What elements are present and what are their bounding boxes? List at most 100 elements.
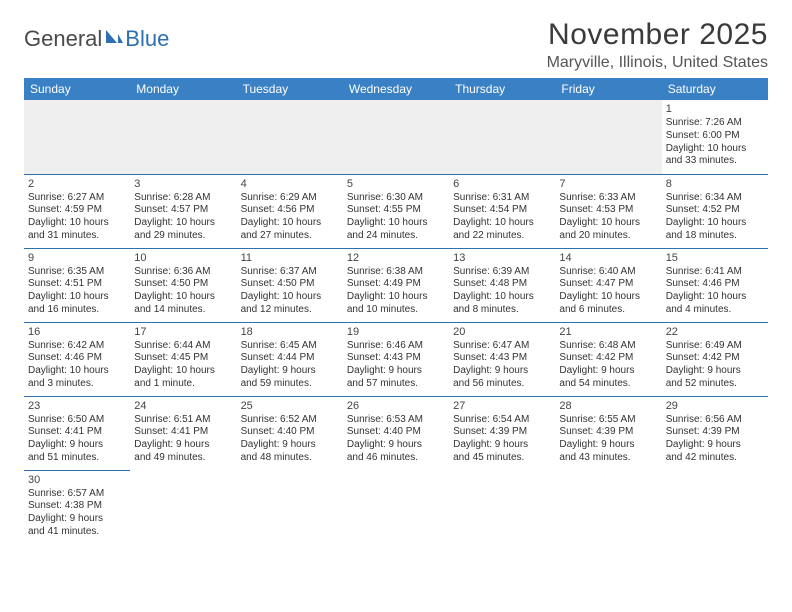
calendar-row: 30Sunrise: 6:57 AMSunset: 4:38 PMDayligh… <box>24 470 768 544</box>
weekday-header: Saturday <box>662 78 768 100</box>
calendar-cell: 12Sunrise: 6:38 AMSunset: 4:49 PMDayligh… <box>343 248 449 322</box>
calendar-cell: 1Sunrise: 7:26 AMSunset: 6:00 PMDaylight… <box>662 100 768 174</box>
calendar-cell: 21Sunrise: 6:48 AMSunset: 4:42 PMDayligh… <box>555 322 661 396</box>
sunset-text: Sunset: 4:39 PM <box>559 426 657 439</box>
daylight-text: and 56 minutes. <box>453 378 551 391</box>
daylight-text: Daylight: 9 hours <box>347 365 445 378</box>
day-number: 5 <box>347 177 445 191</box>
calendar-cell: 30Sunrise: 6:57 AMSunset: 4:38 PMDayligh… <box>24 470 130 544</box>
calendar-cell: 2Sunrise: 6:27 AMSunset: 4:59 PMDaylight… <box>24 174 130 248</box>
daylight-text: and 48 minutes. <box>241 452 339 465</box>
daylight-text: Daylight: 9 hours <box>559 439 657 452</box>
daylight-text: Daylight: 10 hours <box>453 291 551 304</box>
sunrise-text: Sunrise: 6:27 AM <box>28 192 126 205</box>
sunrise-text: Sunrise: 6:47 AM <box>453 340 551 353</box>
daylight-text: Daylight: 10 hours <box>28 291 126 304</box>
calendar-cell <box>449 100 555 174</box>
day-number: 26 <box>347 399 445 413</box>
daylight-text: Daylight: 9 hours <box>347 439 445 452</box>
calendar-cell <box>662 470 768 544</box>
calendar-cell: 11Sunrise: 6:37 AMSunset: 4:50 PMDayligh… <box>237 248 343 322</box>
daylight-text: Daylight: 9 hours <box>666 439 764 452</box>
sunset-text: Sunset: 4:39 PM <box>666 426 764 439</box>
day-number: 16 <box>28 325 126 339</box>
calendar-cell <box>24 100 130 174</box>
calendar-cell: 3Sunrise: 6:28 AMSunset: 4:57 PMDaylight… <box>130 174 236 248</box>
sunset-text: Sunset: 4:49 PM <box>347 278 445 291</box>
daylight-text: and 10 minutes. <box>347 304 445 317</box>
daylight-text: and 1 minute. <box>134 378 232 391</box>
sunset-text: Sunset: 4:56 PM <box>241 204 339 217</box>
sunrise-text: Sunrise: 6:36 AM <box>134 266 232 279</box>
day-number: 1 <box>666 102 764 116</box>
daylight-text: Daylight: 10 hours <box>666 217 764 230</box>
sunrise-text: Sunrise: 6:55 AM <box>559 414 657 427</box>
sunrise-text: Sunrise: 6:37 AM <box>241 266 339 279</box>
sunrise-text: Sunrise: 6:39 AM <box>453 266 551 279</box>
daylight-text: Daylight: 9 hours <box>28 439 126 452</box>
calendar-cell: 6Sunrise: 6:31 AMSunset: 4:54 PMDaylight… <box>449 174 555 248</box>
daylight-text: and 43 minutes. <box>559 452 657 465</box>
weekday-header: Friday <box>555 78 661 100</box>
calendar-cell: 19Sunrise: 6:46 AMSunset: 4:43 PMDayligh… <box>343 322 449 396</box>
day-number: 25 <box>241 399 339 413</box>
calendar-cell: 7Sunrise: 6:33 AMSunset: 4:53 PMDaylight… <box>555 174 661 248</box>
calendar-cell: 15Sunrise: 6:41 AMSunset: 4:46 PMDayligh… <box>662 248 768 322</box>
sunrise-text: Sunrise: 6:57 AM <box>28 488 126 501</box>
sunrise-text: Sunrise: 6:29 AM <box>241 192 339 205</box>
weekday-header: Tuesday <box>237 78 343 100</box>
day-number: 19 <box>347 325 445 339</box>
sunset-text: Sunset: 4:40 PM <box>241 426 339 439</box>
daylight-text: Daylight: 10 hours <box>347 291 445 304</box>
daylight-text: and 8 minutes. <box>453 304 551 317</box>
daylight-text: and 59 minutes. <box>241 378 339 391</box>
daylight-text: Daylight: 10 hours <box>453 217 551 230</box>
sunrise-text: Sunrise: 6:40 AM <box>559 266 657 279</box>
sunset-text: Sunset: 4:46 PM <box>28 352 126 365</box>
daylight-text: and 33 minutes. <box>666 155 764 168</box>
sunrise-text: Sunrise: 6:56 AM <box>666 414 764 427</box>
sunset-text: Sunset: 4:52 PM <box>666 204 764 217</box>
calendar-cell <box>555 100 661 174</box>
sail-icon <box>104 26 124 52</box>
daylight-text: and 41 minutes. <box>28 526 126 539</box>
day-number: 23 <box>28 399 126 413</box>
sunrise-text: Sunrise: 6:48 AM <box>559 340 657 353</box>
daylight-text: Daylight: 9 hours <box>134 439 232 452</box>
calendar-cell: 9Sunrise: 6:35 AMSunset: 4:51 PMDaylight… <box>24 248 130 322</box>
calendar-cell: 17Sunrise: 6:44 AMSunset: 4:45 PMDayligh… <box>130 322 236 396</box>
day-number: 15 <box>666 251 764 265</box>
calendar-cell: 23Sunrise: 6:50 AMSunset: 4:41 PMDayligh… <box>24 396 130 470</box>
sunrise-text: Sunrise: 6:49 AM <box>666 340 764 353</box>
day-number: 18 <box>241 325 339 339</box>
calendar-cell: 27Sunrise: 6:54 AMSunset: 4:39 PMDayligh… <box>449 396 555 470</box>
calendar-cell: 22Sunrise: 6:49 AMSunset: 4:42 PMDayligh… <box>662 322 768 396</box>
sunrise-text: Sunrise: 6:52 AM <box>241 414 339 427</box>
sunrise-text: Sunrise: 6:44 AM <box>134 340 232 353</box>
sunset-text: Sunset: 4:43 PM <box>453 352 551 365</box>
daylight-text: and 42 minutes. <box>666 452 764 465</box>
daylight-text: and 46 minutes. <box>347 452 445 465</box>
calendar-cell: 4Sunrise: 6:29 AMSunset: 4:56 PMDaylight… <box>237 174 343 248</box>
calendar-page: General Blue November 2025 Maryville, Il… <box>0 0 792 554</box>
calendar-row: 9Sunrise: 6:35 AMSunset: 4:51 PMDaylight… <box>24 248 768 322</box>
day-number: 14 <box>559 251 657 265</box>
sunrise-text: Sunrise: 6:50 AM <box>28 414 126 427</box>
day-number: 13 <box>453 251 551 265</box>
sunset-text: Sunset: 4:46 PM <box>666 278 764 291</box>
daylight-text: Daylight: 10 hours <box>28 365 126 378</box>
daylight-text: and 22 minutes. <box>453 230 551 243</box>
daylight-text: and 18 minutes. <box>666 230 764 243</box>
calendar-row: 2Sunrise: 6:27 AMSunset: 4:59 PMDaylight… <box>24 174 768 248</box>
sunset-text: Sunset: 4:38 PM <box>28 500 126 513</box>
daylight-text: and 52 minutes. <box>666 378 764 391</box>
day-number: 4 <box>241 177 339 191</box>
daylight-text: Daylight: 10 hours <box>559 291 657 304</box>
calendar-cell: 16Sunrise: 6:42 AMSunset: 4:46 PMDayligh… <box>24 322 130 396</box>
daylight-text: Daylight: 10 hours <box>134 217 232 230</box>
sunset-text: Sunset: 4:41 PM <box>134 426 232 439</box>
sunrise-text: Sunrise: 7:26 AM <box>666 117 764 130</box>
day-number: 22 <box>666 325 764 339</box>
daylight-text: Daylight: 10 hours <box>134 365 232 378</box>
header: General Blue November 2025 Maryville, Il… <box>24 18 768 72</box>
